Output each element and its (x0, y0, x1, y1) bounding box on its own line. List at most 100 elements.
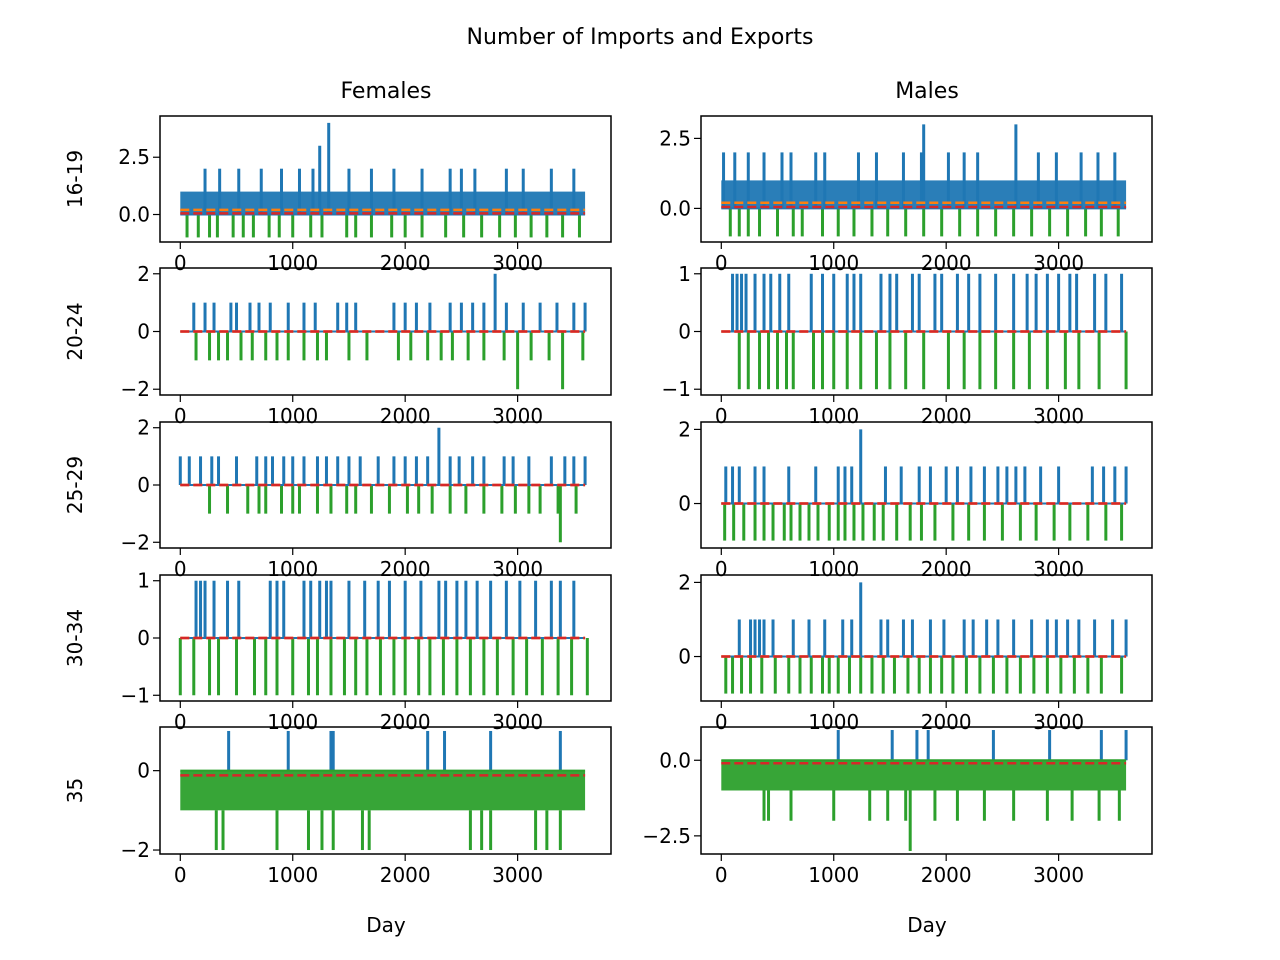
x-tick-label: 0 (715, 863, 728, 887)
figure-title: Number of Imports and Exports (467, 25, 814, 50)
y-tick-label: 0 (137, 759, 150, 783)
x-tick-label: 0 (715, 557, 728, 581)
y-tick-label: 0 (678, 645, 691, 669)
x-tick-label: 3000 (492, 863, 543, 887)
x-tick-label: 0 (174, 863, 187, 887)
x-tick-label: 2000 (380, 863, 431, 887)
panel-frame (159, 726, 612, 855)
panel-plot-area (721, 730, 1128, 851)
panel-males-20-24: −1 0 1 0 1000 2000 3000 (662, 262, 1153, 428)
panel-males-16-19: 0.0 2.5 0 1000 2000 3000 (659, 115, 1153, 275)
x-tick-label: 1000 (808, 404, 859, 428)
y-tick-label: 0 (137, 320, 150, 344)
x-tick-label: 0 (174, 404, 187, 428)
x-tick-label: 1000 (267, 863, 318, 887)
row-label: 16-19 (63, 150, 87, 208)
panel-plot-area (721, 582, 1128, 694)
x-tick-label: 3000 (1033, 710, 1084, 734)
x-tick-label: 3000 (1033, 404, 1084, 428)
panel-frame (700, 726, 1153, 855)
x-tick-label: 2000 (921, 251, 972, 275)
y-tick-label: 0.0 (659, 748, 691, 772)
panel-plot-area (721, 273, 1128, 390)
panel-frame (700, 574, 1153, 702)
x-tick-label: 1000 (267, 404, 318, 428)
x-tick-label: 1000 (267, 251, 318, 275)
x-tick-label: 2000 (921, 557, 972, 581)
y-tick-label: 1 (137, 569, 150, 593)
x-tick-label: 3000 (492, 251, 543, 275)
panel-males-30-34: 0 2 0 1000 2000 3000 (678, 570, 1153, 734)
panel-frame (700, 115, 1153, 243)
x-tick-label: 0 (174, 251, 187, 275)
panel-plot-area (721, 429, 1128, 541)
x-tick-label: 2000 (380, 404, 431, 428)
x-tick-label: 3000 (492, 710, 543, 734)
x-tick-label: 2000 (921, 710, 972, 734)
panel-females-30-34: −1 0 1 0 1000 2000 3000 30-34 (63, 569, 612, 734)
panel-plot-area (178, 580, 589, 696)
y-tick-label: −2.5 (642, 824, 691, 848)
x-tick-label: 0 (715, 404, 728, 428)
series-band (180, 770, 586, 811)
x-tick-label: 2000 (380, 557, 431, 581)
panel-plot-area (180, 730, 586, 851)
x-tick-label: 2000 (921, 863, 972, 887)
y-tick-label: 0.0 (118, 203, 150, 227)
y-tick-label: 0.0 (659, 196, 691, 220)
panel-plot-area (180, 273, 587, 390)
row-label: 20-24 (63, 302, 87, 360)
x-tick-label: 3000 (492, 557, 543, 581)
y-tick-label: 2 (678, 570, 691, 594)
panel-males-35: 0.0 −2.5 0 1000 2000 3000 (642, 726, 1153, 887)
x-tick-label: 1000 (808, 710, 859, 734)
y-tick-label: 0 (678, 320, 691, 344)
x-tick-label: 1000 (808, 251, 859, 275)
column-title-females: Females (340, 79, 431, 104)
row-label: 25-29 (63, 456, 87, 514)
x-tick-label: 0 (715, 710, 728, 734)
x-tick-label: 2000 (380, 710, 431, 734)
x-tick-label: 0 (715, 251, 728, 275)
y-tick-label: 2.5 (659, 126, 691, 150)
row-label: 30-34 (63, 609, 87, 667)
column-title-males: Males (895, 79, 959, 104)
panel-plot-area (721, 124, 1127, 237)
x-tick-label: 3000 (1033, 863, 1084, 887)
row-label: 35 (63, 778, 87, 803)
panel-females-35: −2 0 0 1000 2000 3000 35 (63, 726, 612, 887)
x-tick-label: 1000 (267, 710, 318, 734)
x-tick-label: 0 (174, 710, 187, 734)
x-tick-label: 0 (174, 557, 187, 581)
y-tick-label: 1 (678, 262, 691, 286)
x-tick-label: 2000 (380, 251, 431, 275)
panel-frame (700, 421, 1153, 549)
y-tick-label: 0 (678, 492, 691, 516)
panel-females-20-24: −2 0 2 0 1000 2000 3000 20-24 (63, 262, 612, 428)
y-tick-label: −1 (121, 683, 150, 707)
x-tick-label: 1000 (267, 557, 318, 581)
series-band (721, 760, 1127, 791)
panel-males-25-29: 0 2 0 1000 2000 3000 (678, 417, 1153, 581)
y-tick-label: 2 (137, 416, 150, 440)
x-tick-label: 1000 (808, 863, 859, 887)
y-tick-label: 2 (678, 417, 691, 441)
y-tick-label: −2 (121, 377, 150, 401)
panel-frame (159, 115, 612, 243)
x-axis-label-right: Day (907, 913, 947, 937)
x-axis-label-left: Day (366, 913, 406, 937)
panel-females-25-29: −2 0 2 0 1000 2000 3000 25-29 (63, 416, 612, 581)
panel-females-16-19: 0.0 2.5 0 1000 2000 3000 16-19 (63, 115, 612, 275)
x-tick-label: 3000 (1033, 557, 1084, 581)
panel-plot-area (180, 122, 586, 238)
y-tick-label: 0 (137, 626, 150, 650)
x-tick-label: 3000 (1033, 251, 1084, 275)
x-tick-label: 2000 (921, 404, 972, 428)
x-tick-label: 3000 (492, 404, 543, 428)
x-tick-label: 1000 (808, 557, 859, 581)
panel-plot-area (178, 427, 587, 543)
y-tick-label: −1 (662, 377, 691, 401)
y-tick-label: 0 (137, 473, 150, 497)
